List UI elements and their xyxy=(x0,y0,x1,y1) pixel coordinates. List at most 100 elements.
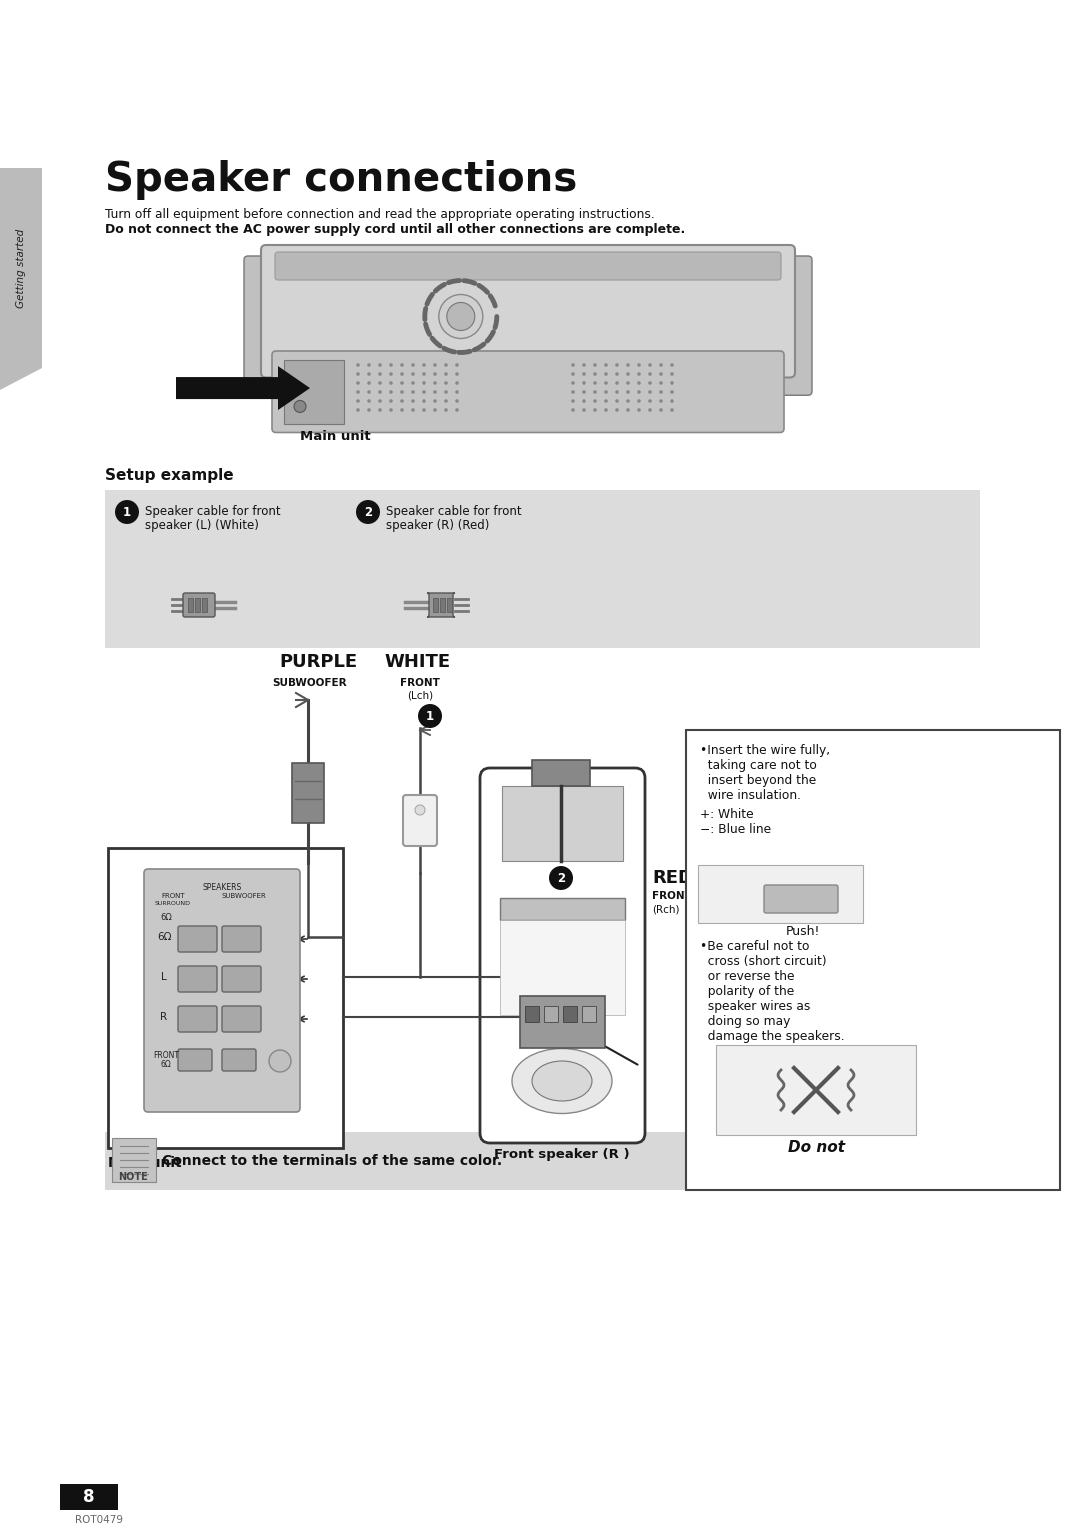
Circle shape xyxy=(455,390,459,394)
Circle shape xyxy=(637,408,640,413)
Circle shape xyxy=(444,364,448,367)
Circle shape xyxy=(422,399,426,403)
FancyBboxPatch shape xyxy=(178,1050,212,1071)
Text: polarity of the: polarity of the xyxy=(700,986,794,998)
Text: speaker (R) (Red): speaker (R) (Red) xyxy=(386,520,489,532)
Circle shape xyxy=(356,408,360,413)
Circle shape xyxy=(671,380,674,385)
Text: speaker (L) (White): speaker (L) (White) xyxy=(145,520,259,532)
Circle shape xyxy=(659,373,663,376)
Bar xyxy=(195,597,200,613)
Bar xyxy=(500,920,625,1015)
Text: 2: 2 xyxy=(557,871,565,885)
Circle shape xyxy=(582,380,585,385)
Text: PURPLE: PURPLE xyxy=(279,652,357,671)
Circle shape xyxy=(422,390,426,394)
Circle shape xyxy=(356,373,360,376)
Circle shape xyxy=(571,373,575,376)
Circle shape xyxy=(571,364,575,367)
Circle shape xyxy=(626,408,630,413)
Text: Turn off all equipment before connection and read the appropriate operating inst: Turn off all equipment before connection… xyxy=(105,208,654,222)
Circle shape xyxy=(648,390,652,394)
Bar xyxy=(433,597,438,613)
FancyBboxPatch shape xyxy=(403,795,437,847)
FancyBboxPatch shape xyxy=(244,257,280,396)
Circle shape xyxy=(378,364,382,367)
Circle shape xyxy=(411,390,415,394)
Circle shape xyxy=(582,408,585,413)
Text: 1: 1 xyxy=(426,709,434,723)
Bar xyxy=(188,597,193,613)
Circle shape xyxy=(637,373,640,376)
Bar xyxy=(698,865,863,923)
Circle shape xyxy=(637,399,640,403)
Text: 6Ω: 6Ω xyxy=(161,1060,172,1070)
Circle shape xyxy=(593,408,597,413)
FancyBboxPatch shape xyxy=(222,926,261,952)
Bar xyxy=(519,996,605,1048)
Circle shape xyxy=(433,390,436,394)
Text: Connect to the terminals of the same color.: Connect to the terminals of the same col… xyxy=(162,1154,502,1167)
Text: Getting started: Getting started xyxy=(16,228,26,307)
Text: Front speaker (R ): Front speaker (R ) xyxy=(495,1148,630,1161)
Circle shape xyxy=(671,373,674,376)
Circle shape xyxy=(616,399,619,403)
Text: speaker wires as: speaker wires as xyxy=(700,999,810,1013)
Circle shape xyxy=(593,390,597,394)
Circle shape xyxy=(401,399,404,403)
Bar xyxy=(112,1138,156,1183)
Circle shape xyxy=(593,380,597,385)
Circle shape xyxy=(401,408,404,413)
Circle shape xyxy=(401,380,404,385)
Circle shape xyxy=(433,399,436,403)
Text: Speaker cable for front: Speaker cable for front xyxy=(145,504,281,518)
Bar xyxy=(60,1484,118,1510)
Circle shape xyxy=(447,303,475,330)
Circle shape xyxy=(389,408,393,413)
Circle shape xyxy=(637,390,640,394)
Circle shape xyxy=(367,390,370,394)
Bar xyxy=(502,785,623,860)
Text: ROT0479: ROT0479 xyxy=(75,1514,123,1525)
Circle shape xyxy=(593,373,597,376)
FancyBboxPatch shape xyxy=(427,593,455,617)
Circle shape xyxy=(582,390,585,394)
Bar xyxy=(105,490,980,648)
Bar xyxy=(532,759,590,785)
Text: •Insert the wire fully,: •Insert the wire fully, xyxy=(700,744,831,756)
Circle shape xyxy=(582,364,585,367)
Circle shape xyxy=(455,364,459,367)
Text: Speaker connections: Speaker connections xyxy=(105,160,577,200)
Text: cross (short circuit): cross (short circuit) xyxy=(700,955,826,969)
Circle shape xyxy=(389,399,393,403)
Circle shape xyxy=(378,408,382,413)
Circle shape xyxy=(401,373,404,376)
Text: 6Ω: 6Ω xyxy=(157,932,172,941)
FancyBboxPatch shape xyxy=(178,966,217,992)
Bar xyxy=(563,1005,577,1022)
Text: Setup example: Setup example xyxy=(105,468,233,483)
Circle shape xyxy=(433,380,436,385)
Circle shape xyxy=(438,295,483,339)
FancyBboxPatch shape xyxy=(222,966,261,992)
Circle shape xyxy=(422,373,426,376)
Bar xyxy=(716,1045,916,1135)
Circle shape xyxy=(269,1050,291,1073)
Text: FRONT: FRONT xyxy=(400,678,440,688)
Circle shape xyxy=(616,380,619,385)
Circle shape xyxy=(444,408,448,413)
Circle shape xyxy=(648,408,652,413)
Circle shape xyxy=(637,364,640,367)
Bar xyxy=(284,361,345,423)
Ellipse shape xyxy=(532,1060,592,1102)
Circle shape xyxy=(378,380,382,385)
Circle shape xyxy=(411,380,415,385)
Circle shape xyxy=(659,364,663,367)
Text: SPEAKERS: SPEAKERS xyxy=(202,883,242,892)
Circle shape xyxy=(378,390,382,394)
Circle shape xyxy=(422,408,426,413)
Text: SURROUND: SURROUND xyxy=(156,902,191,906)
Circle shape xyxy=(659,408,663,413)
Bar xyxy=(202,597,207,613)
Circle shape xyxy=(659,390,663,394)
